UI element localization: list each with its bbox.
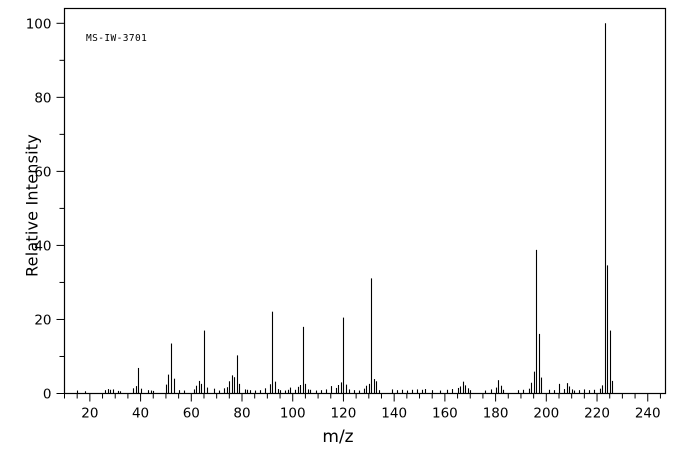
x-tick-label: 20 [81, 406, 98, 422]
y-tick-label: 40 [34, 238, 51, 254]
x-tick-label: 160 [432, 406, 458, 422]
x-tick-label: 80 [233, 406, 250, 422]
x-tick-label: 60 [183, 406, 200, 422]
y-axis-ticks [56, 22, 65, 394]
spectrum-peaks [76, 23, 614, 394]
y-tick-label: 60 [34, 164, 51, 180]
y-tick-label: 0 [43, 387, 52, 403]
x-axis-label: m/z [322, 427, 354, 447]
x-axis-tick-labels: 20 40 60 80 100 120 140 160 180 200 220 240 [81, 406, 660, 422]
x-tick-label: 100 [280, 406, 306, 422]
x-tick-label: 140 [381, 406, 407, 422]
x-tick-label: 220 [584, 406, 610, 422]
y-axis-tick-labels: 0 20 40 60 80 100 [26, 16, 52, 402]
y-tick-label: 20 [34, 312, 51, 328]
x-tick-label: 200 [533, 406, 559, 422]
spectrum-id-annotation: MS-IW-3701 [86, 33, 148, 44]
x-tick-label: 120 [331, 406, 357, 422]
x-axis-ticks [64, 393, 661, 402]
x-tick-label: 40 [132, 406, 149, 422]
plot-frame [63, 7, 667, 395]
x-tick-label: 180 [483, 406, 509, 422]
y-tick-label: 100 [26, 16, 52, 32]
x-tick-label: 240 [635, 406, 661, 422]
y-axis-label: Relative Intensity [22, 134, 42, 277]
y-tick-label: 80 [34, 90, 51, 106]
